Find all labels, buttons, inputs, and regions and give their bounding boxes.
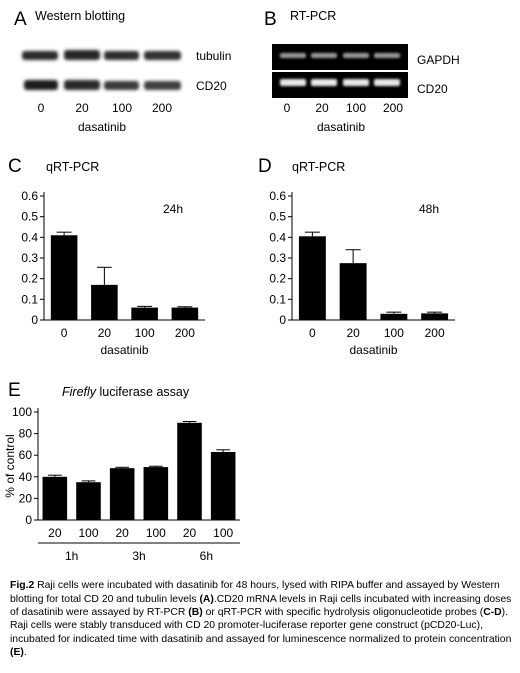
y-tick-label: 0.1: [269, 292, 286, 306]
caption-bold: (A): [199, 593, 214, 605]
caption-text: ). Raji cells were stably transduced wit…: [10, 606, 512, 645]
caption-text: or qRT-PCR with specific hydrolysis olig…: [202, 606, 484, 618]
y-tick-label: 0.2: [269, 272, 286, 286]
panel-a: A Western blotting tubulin CD20 0 20 100…: [14, 9, 231, 134]
panel-b: B RT-PCR GAPDH CD20 0 20 100 200 dasatin…: [264, 9, 460, 134]
y-tick-label: 0.1: [21, 292, 38, 306]
bar: [91, 284, 118, 320]
caption-bold: Fig.2: [10, 580, 35, 592]
chart-annotation: 24h: [163, 202, 183, 216]
x-tick-label: 20: [115, 526, 129, 540]
y-tick-label: 0.5: [21, 210, 38, 224]
x-tick-label: 20: [183, 526, 197, 540]
lane-label: 200: [383, 101, 403, 115]
y-tick-label: 20: [19, 491, 33, 505]
chart-e: Firefly luciferase assay 0 20 40 60 80 100 20 10…: [3, 385, 240, 560]
panel-b-xlabel: dasatinib: [317, 120, 365, 134]
rt-pcr-gel-image: [272, 44, 408, 98]
x-axis-label: dasatinib: [100, 343, 148, 357]
y-tick-label: 0.6: [21, 189, 38, 203]
x-tick-label: 200: [175, 326, 195, 340]
bar: [131, 307, 158, 320]
y-axis-label: % of control: [3, 434, 17, 497]
panel-b-title: RT-PCR: [290, 9, 336, 23]
bar: [298, 236, 326, 320]
caption-bold: (E): [10, 646, 24, 658]
band-label-cd20: CD20: [196, 79, 227, 93]
x-tick-label: 100: [384, 326, 404, 340]
x-tick-label: 0: [61, 326, 68, 340]
y-tick-label: 0: [279, 313, 286, 327]
panel-d-letter: D: [258, 156, 272, 177]
chart-title: Firefly luciferase assay: [62, 385, 190, 399]
band-label-gapdh: GAPDH: [417, 53, 460, 67]
panel-e-letter: E: [8, 380, 21, 401]
chart-c: qRT-PCR 0 0.1 0.2 0.3 0.4 0.5 0.6 0 20 100 200 24h da…: [21, 160, 205, 357]
x-tick-label: 100: [135, 326, 155, 340]
bar: [421, 313, 449, 320]
y-tick-label: 0.4: [269, 230, 286, 244]
y-tick-label: 0.5: [269, 210, 286, 224]
lane-label: 100: [346, 101, 366, 115]
group-label: 1h: [65, 549, 78, 560]
western-blot-image: [22, 50, 181, 90]
bar: [339, 263, 367, 320]
x-tick-label: 0: [309, 326, 316, 340]
y-tick-label: 60: [19, 448, 33, 462]
y-tick-label: 80: [19, 427, 33, 441]
lane-label: 20: [315, 101, 329, 115]
figure-2: A Western blotting tubulin CD20 0 20 100…: [3, 9, 460, 560]
chart-annotation: 48h: [419, 202, 439, 216]
bar: [76, 482, 101, 520]
chart-d: qRT-PCR 0 0.1 0.2 0.3 0.4 0.5 0.6 0 20 100 200 48h da…: [269, 160, 455, 357]
lane-label: 100: [112, 101, 132, 115]
caption-bold: (B): [188, 606, 203, 618]
caption-text: .: [23, 646, 27, 658]
x-axis-label: dasatinib: [349, 343, 397, 357]
lane-label: 0: [38, 101, 45, 115]
x-tick-label: 20: [48, 526, 62, 540]
y-tick-label: 0.3: [21, 251, 38, 265]
band-label-tubulin: tubulin: [196, 49, 231, 63]
x-tick-label: 100: [146, 526, 166, 540]
x-tick-label: 20: [346, 326, 360, 340]
panel-a-xlabel: dasatinib: [78, 120, 126, 134]
group-label: 6h: [200, 549, 213, 560]
y-tick-label: 100: [12, 405, 32, 419]
caption-text: Raji cells were incubated with dasatinib…: [10, 580, 500, 605]
x-tick-label: 20: [98, 326, 112, 340]
y-tick-label: 0: [25, 513, 32, 527]
y-tick-label: 0: [31, 313, 38, 327]
bar: [171, 307, 199, 320]
bar: [109, 468, 135, 520]
lane-label: 20: [75, 101, 89, 115]
band-label-cd20-rt: CD20: [417, 82, 448, 96]
panel-a-letter: A: [14, 9, 27, 30]
bar: [210, 451, 236, 520]
y-tick-label: 0.3: [269, 251, 286, 265]
panel-c-letter: C: [8, 156, 22, 177]
lane-label: 0: [284, 101, 291, 115]
figure-caption: Fig.2 Raji cells were incubated with das…: [10, 579, 516, 659]
y-tick-label: 40: [19, 470, 33, 484]
panel-b-letter: B: [264, 9, 277, 30]
bar: [143, 467, 169, 520]
y-tick-label: 0.4: [21, 230, 38, 244]
lane-label: 200: [152, 101, 172, 115]
chart-title: qRT-PCR: [46, 160, 99, 174]
x-tick-label: 200: [425, 326, 445, 340]
caption-text: .CD20 mRNA levels in Raji cells incubate…: [10, 593, 512, 618]
x-tick-label: 100: [213, 526, 233, 540]
panel-a-title: Western blotting: [35, 9, 125, 23]
y-tick-label: 0.6: [269, 189, 286, 203]
group-label: 3h: [132, 549, 145, 560]
x-tick-label: 100: [78, 526, 98, 540]
bar: [50, 235, 78, 320]
bar: [177, 422, 202, 520]
bar: [42, 476, 68, 520]
bar: [380, 313, 408, 320]
chart-title: qRT-PCR: [292, 160, 345, 174]
caption-bold: C-D: [483, 606, 502, 618]
y-tick-label: 0.2: [21, 272, 38, 286]
